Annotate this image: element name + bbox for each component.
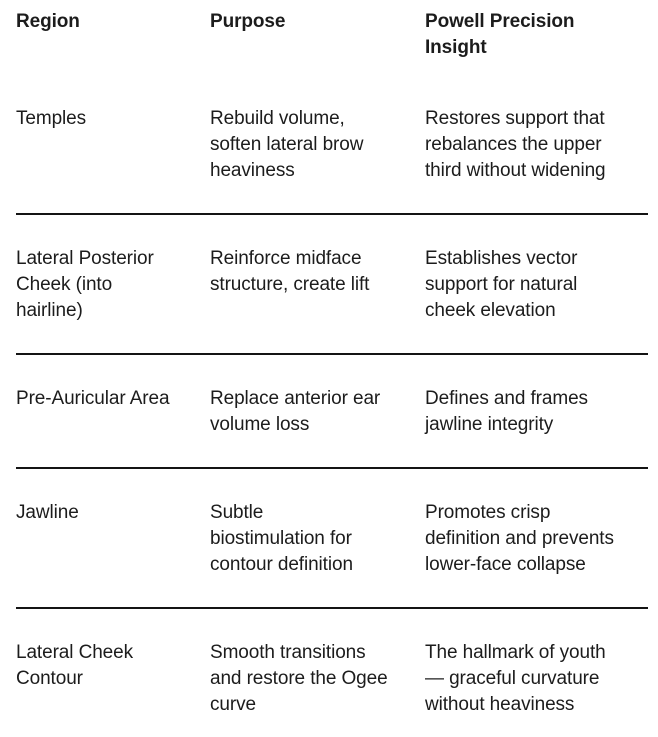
cell-region: Temples [16,108,87,129]
table-header-row: Region Purpose Powell Precision Insight [16,9,648,75]
cell-region: Pre-Auricular Area [16,388,170,409]
table-row-temples: Temples Rebuild volume, soften lateral br… [16,75,648,214]
table-row-lateral-posterior-cheek: Lateral Posterior Cheek (into hairline) Re… [16,214,648,354]
column-header-region: Region [16,11,80,32]
cell-purpose: Replace anterior ear volume loss [210,388,381,435]
table-row-jawline: Jawline Subtle biostimulation for contour … [16,468,648,608]
cell-purpose: Smooth transitions and restore the Ogee cu… [210,642,388,715]
column-header-purpose: Purpose [210,11,286,32]
cell-insight: Defines and frames jawline integrity [425,388,588,435]
cell-purpose: Rebuild volume, soften lateral brow heavin… [210,108,364,181]
cell-insight: Restores support that rebalances the uppe… [425,108,606,181]
table-row-pre-auricular-area: Pre-Auricular Area Replace anterior ear v… [16,354,648,468]
cell-insight: Establishes vector support for natural che… [425,248,578,321]
cell-insight: Promotes crisp definition and prevents low… [425,502,614,575]
column-header-insight: Powell Precision Insight [425,11,575,58]
cell-region: Lateral Posterior Cheek (into hairline) [16,248,154,321]
cell-region: Lateral Cheek Contour [16,642,133,689]
facial-regions-table: Region Purpose Powell Precision Insight T… [16,9,648,736]
table-row-lateral-cheek-contour: Lateral Cheek Contour Smooth transitions a… [16,608,648,736]
cell-purpose: Reinforce midface structure, create lift [210,248,370,295]
cell-insight: The hallmark of youth — graceful curvatur… [425,642,606,715]
cell-region: Jawline [16,502,79,523]
cell-purpose: Subtle biostimulation for contour definiti… [210,502,353,575]
